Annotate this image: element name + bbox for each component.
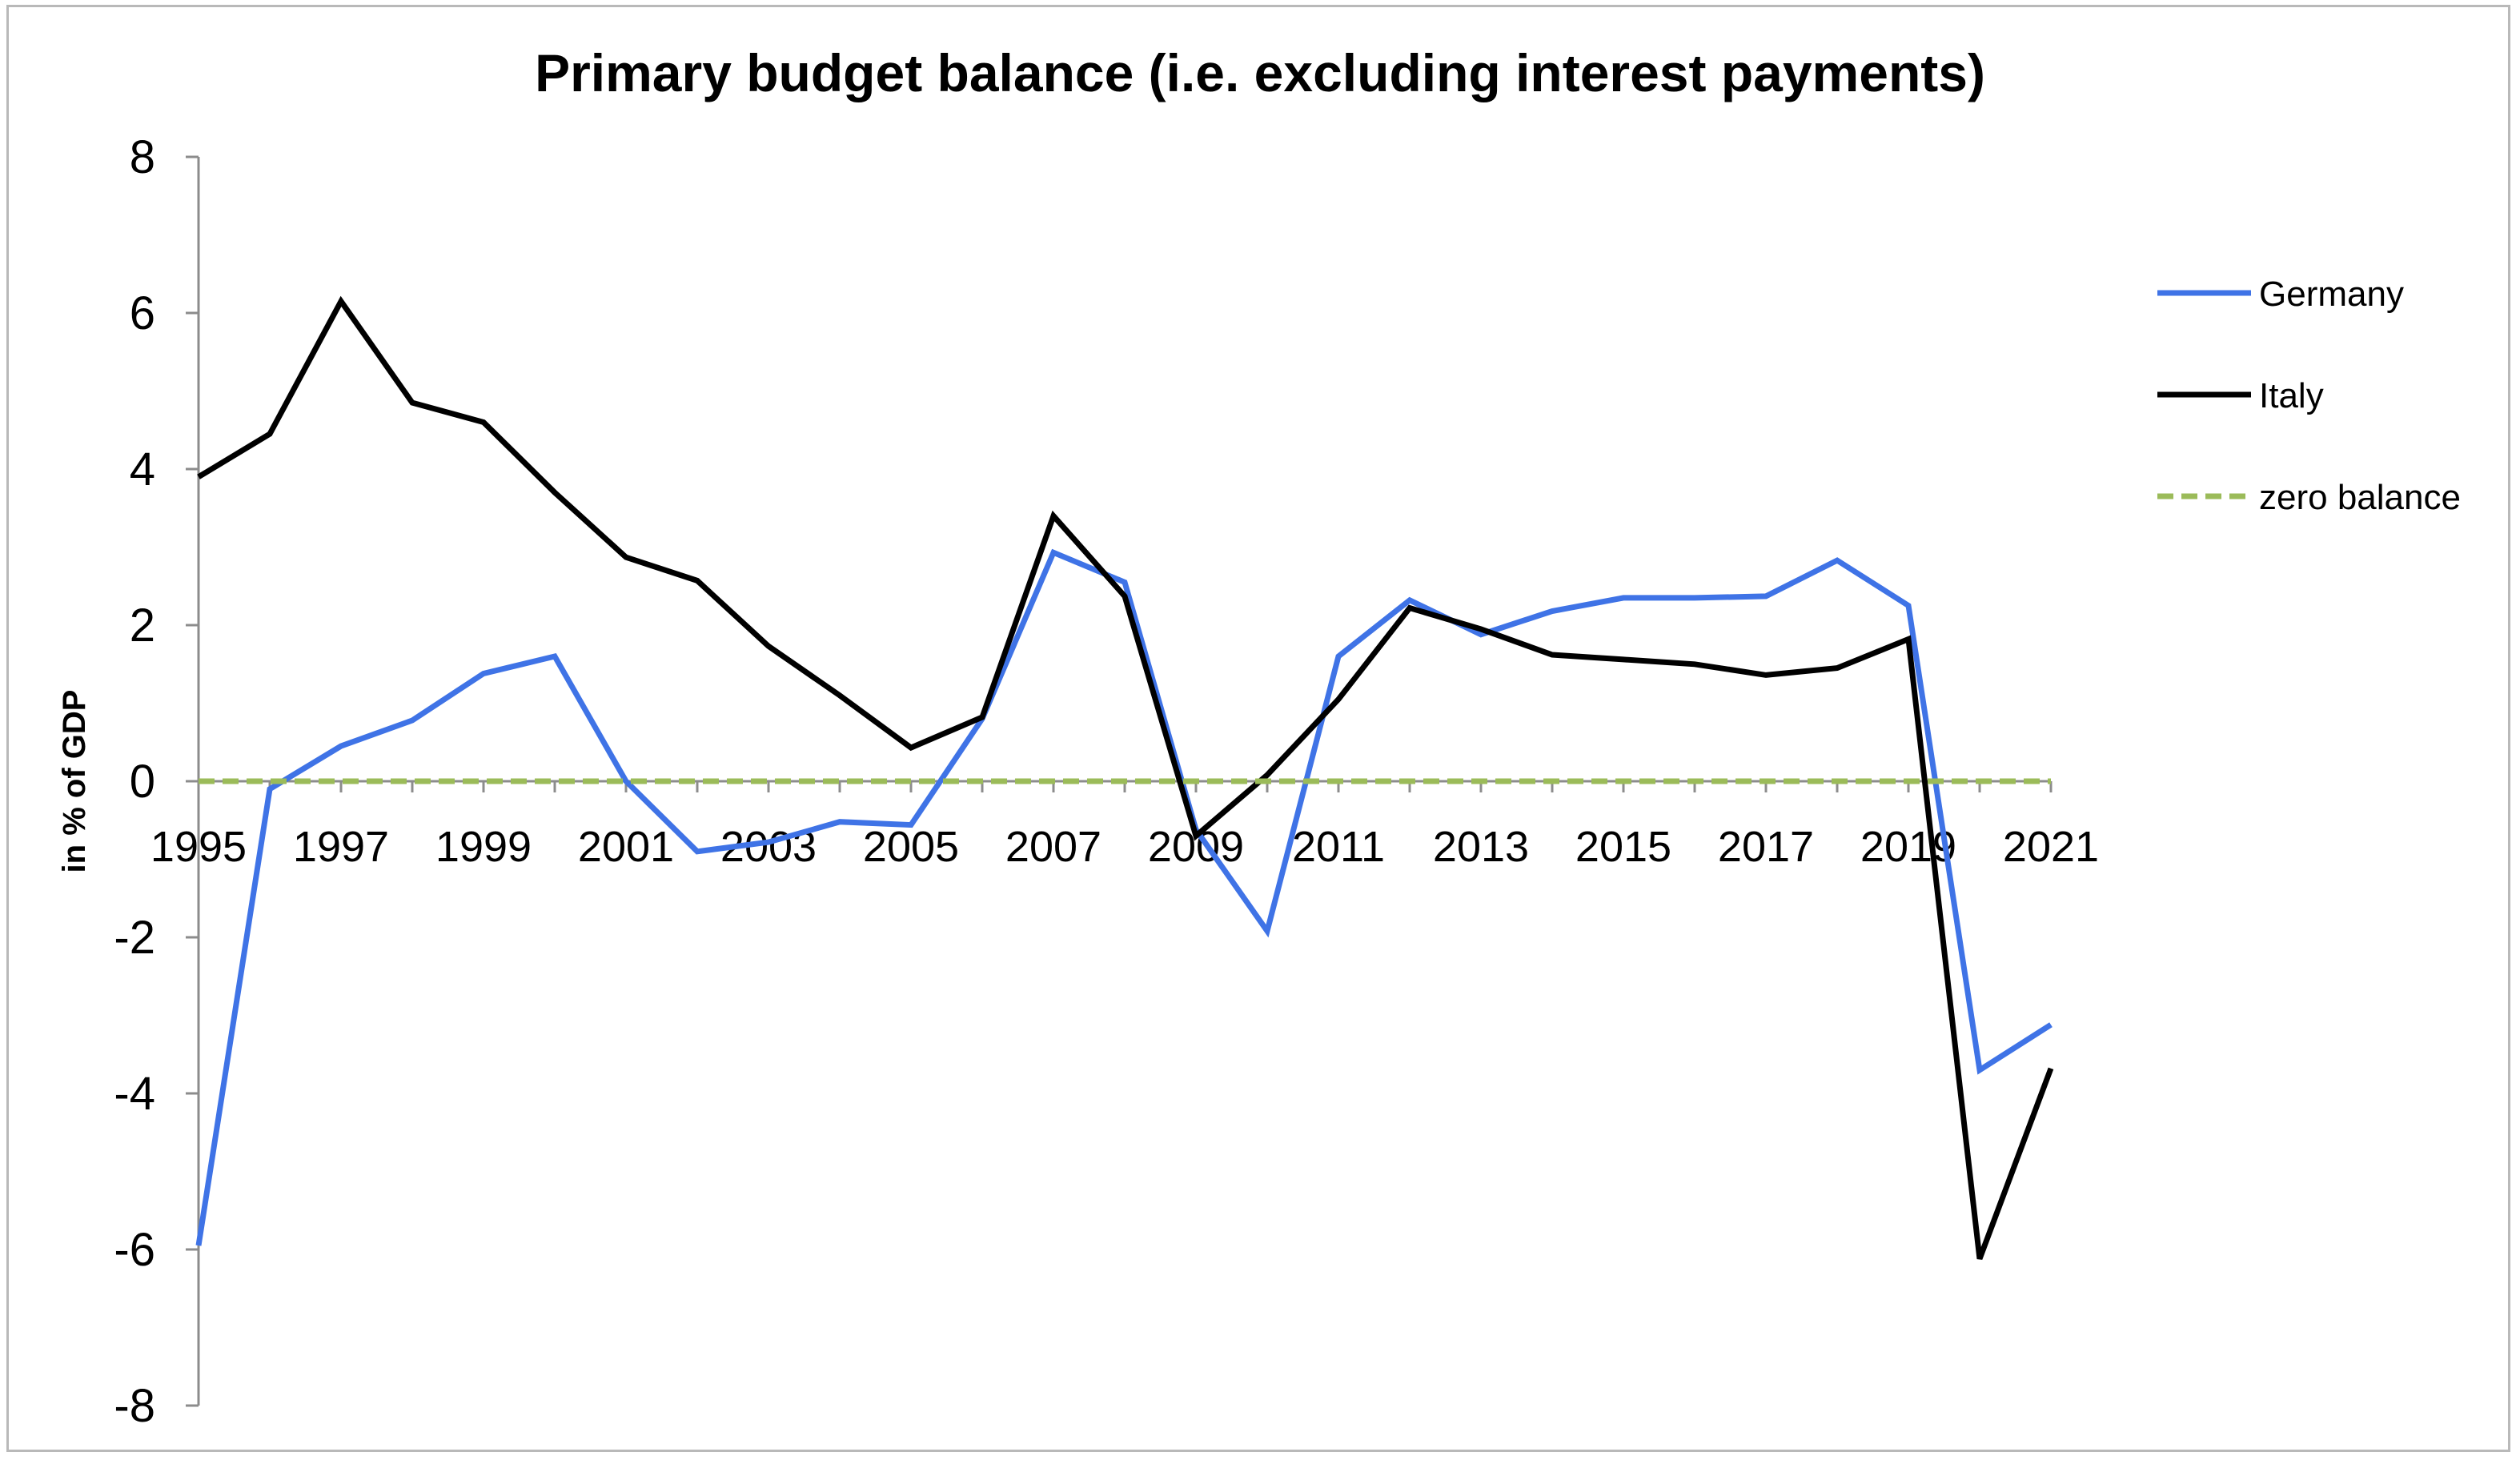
chart-frame <box>6 5 2510 1452</box>
x-tick-label: 2011 <box>1292 823 1385 871</box>
series-line-germany <box>195 548 2053 1246</box>
legend-item-zero-balance: zero balance <box>2157 478 2461 517</box>
y-tick-label: 2 <box>130 600 155 652</box>
series-lines <box>195 295 2054 1260</box>
y-tick-label: -4 <box>114 1068 155 1120</box>
legend-item-italy: Italy <box>2157 376 2324 415</box>
series-line-italy <box>197 295 2054 1260</box>
y-tick-label: 0 <box>130 756 155 808</box>
x-tick-label: 2015 <box>1575 823 1671 871</box>
x-tick-label: 2017 <box>1718 823 1814 871</box>
x-tick-label: 2005 <box>863 823 959 871</box>
x-tick-label: 1995 <box>150 823 247 871</box>
x-tick-label: 1999 <box>435 823 532 871</box>
x-tick-label: 1997 <box>293 823 389 871</box>
x-tick-label: 2013 <box>1433 823 1529 871</box>
y-axis-label: in % of GDP <box>57 690 92 873</box>
legend-label-italy: Italy <box>2259 376 2324 415</box>
x-tick-label: 2007 <box>1005 823 1101 871</box>
legend: Germany Italy zero balance <box>2157 275 2461 517</box>
y-axis: 8 6 4 2 0 -2 -4 -6 -8 <box>114 131 200 1432</box>
y-tick-label: 8 <box>130 131 155 183</box>
legend-item-germany: Germany <box>2157 275 2404 314</box>
chart-title: Primary budget balance (i.e. excluding i… <box>535 43 1985 102</box>
y-tick-label: 6 <box>130 287 155 339</box>
legend-label-zero-balance: zero balance <box>2259 478 2461 517</box>
x-tick-label: 2021 <box>2003 823 2099 871</box>
y-tick-label: -8 <box>114 1380 155 1432</box>
legend-label-germany: Germany <box>2259 275 2404 314</box>
y-tick-label: -6 <box>114 1224 155 1276</box>
x-axis: 1995 1997 1999 2001 2003 2005 2007 2009 2011 2013… <box>150 780 2099 871</box>
y-tick-label: -2 <box>114 912 155 964</box>
y-tick-label: 4 <box>130 443 155 495</box>
x-tick-label: 2001 <box>578 823 674 871</box>
